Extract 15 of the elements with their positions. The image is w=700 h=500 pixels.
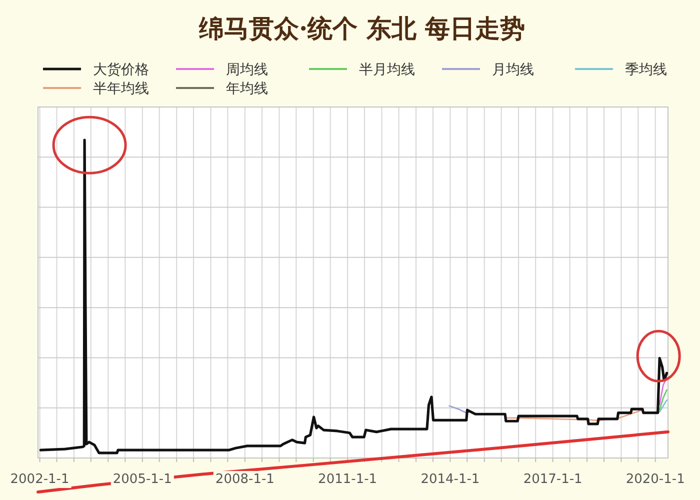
- x-tick-label: 2008-1-1: [215, 472, 274, 487]
- x-tick-label: 2005-1-1: [112, 472, 172, 487]
- legend-label: 半年均线: [93, 81, 149, 97]
- legend-label: 年均线: [226, 81, 268, 97]
- x-tick-label: 2020-1-1: [626, 472, 685, 487]
- x-tick-label: 2011-1-1: [318, 472, 378, 487]
- chart-title: 绵马贯众·统个 东北 每日走势: [198, 14, 526, 43]
- x-tick-label: 2017-1-1: [523, 472, 582, 487]
- legend-label: 大货价格: [93, 62, 149, 78]
- x-tick-label: 2014-1-1: [420, 472, 480, 487]
- legend-label: 半月均线: [359, 62, 415, 78]
- x-tick-label: 2002-1-1: [10, 472, 70, 487]
- legend-label: 季均线: [625, 62, 667, 78]
- legend-label: 周均线: [226, 62, 268, 78]
- legend-label: 月均线: [492, 62, 534, 78]
